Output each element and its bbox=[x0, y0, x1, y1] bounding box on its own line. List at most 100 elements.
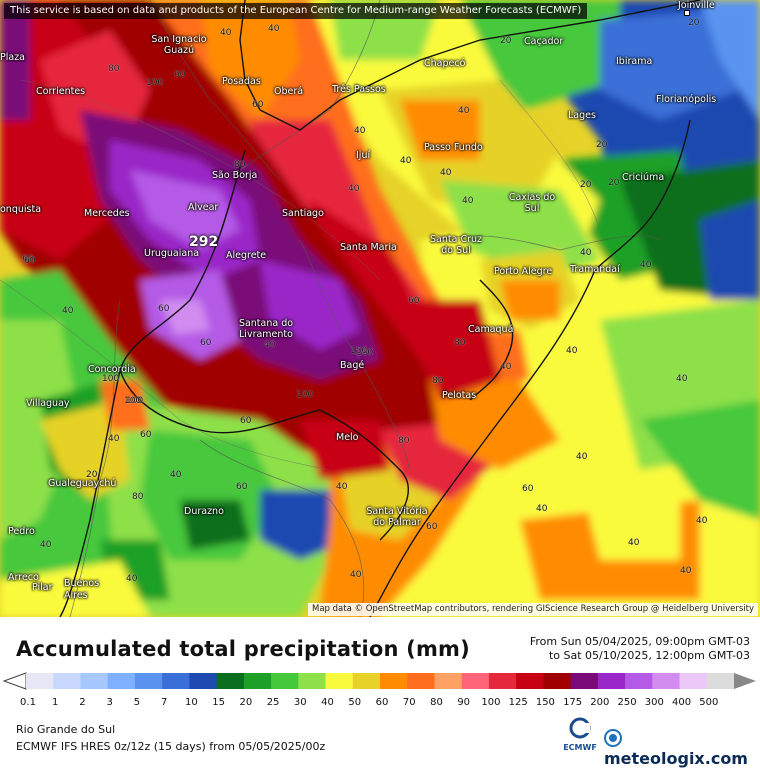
isoline-label: 100 bbox=[102, 374, 120, 384]
city-label[interactable]: Passo Fundo bbox=[424, 142, 483, 153]
city-label[interactable]: Concordia bbox=[88, 364, 136, 375]
city-label[interactable]: São Borja bbox=[212, 170, 258, 181]
isoline-label: 80 bbox=[398, 436, 410, 446]
city-label[interactable]: Porto Alegre bbox=[494, 266, 553, 277]
isoline-label: 80 bbox=[234, 160, 246, 170]
scale-swatch bbox=[706, 673, 735, 689]
city-label[interactable]: Villaguay bbox=[26, 398, 70, 409]
city-label[interactable]: Caçador bbox=[524, 36, 564, 47]
scale-swatch bbox=[380, 673, 408, 689]
city-label[interactable]: Chapecó bbox=[424, 58, 466, 69]
city-label[interactable]: San Ignacio Guazú bbox=[151, 34, 207, 56]
scale-tick-label: 150 bbox=[535, 697, 555, 708]
scale-swatch bbox=[625, 673, 653, 689]
scale-swatch bbox=[543, 673, 572, 689]
brand-name: meteologix.com bbox=[604, 749, 748, 768]
isoline-label: 100 bbox=[146, 78, 164, 88]
city-label[interactable]: Joinville bbox=[678, 0, 715, 11]
scale-tick-label: 400 bbox=[671, 697, 692, 708]
scale-tick-label: 100 bbox=[481, 697, 501, 708]
city-label[interactable]: Plaza bbox=[0, 52, 25, 63]
isoline-label: 40 bbox=[264, 340, 276, 350]
isoline-label: 20 bbox=[500, 36, 512, 46]
ecmwf-logo-mark bbox=[569, 717, 591, 739]
isoline-label: 40 bbox=[170, 470, 182, 480]
city-label[interactable]: Três Passos bbox=[332, 84, 386, 95]
city-label[interactable]: Santa Vitória do Palmar bbox=[366, 506, 428, 528]
city-label[interactable]: Lages bbox=[568, 110, 596, 121]
city-label[interactable]: Buenos Aires bbox=[64, 578, 100, 601]
city-label[interactable]: Posadas bbox=[222, 76, 261, 87]
city-label[interactable]: Melo bbox=[336, 432, 359, 443]
city-marker bbox=[684, 10, 690, 16]
isoline-label: 80 bbox=[454, 338, 466, 348]
city-label[interactable]: Gualeguaychú bbox=[48, 478, 117, 489]
scale-swatch bbox=[107, 673, 136, 689]
scale-tick-label: 90 bbox=[457, 697, 471, 708]
isoline-label: 40 bbox=[676, 374, 688, 384]
city-label[interactable]: Durazno bbox=[184, 506, 224, 517]
city-label[interactable]: Alegrete bbox=[226, 250, 267, 261]
city-label[interactable]: onquista bbox=[0, 204, 42, 215]
isoline-label: 40 bbox=[696, 516, 708, 526]
isoline-label: 80 bbox=[432, 376, 444, 386]
scale-tick-label: 250 bbox=[617, 697, 637, 708]
scale-swatch bbox=[570, 673, 599, 689]
isoline-label: 60 bbox=[22, 254, 34, 264]
city-label[interactable]: Uruguaiana bbox=[144, 248, 200, 259]
scale-tick-label: 1 bbox=[52, 697, 59, 708]
city-label[interactable]: Alvear bbox=[188, 202, 219, 213]
isoline-label: 40 bbox=[62, 306, 74, 316]
city-label[interactable]: Camaquã bbox=[468, 324, 514, 335]
scale-swatch bbox=[434, 673, 463, 689]
scale-tick-label: 15 bbox=[212, 697, 225, 708]
precipitation-map[interactable]: This service is based on data and produc… bbox=[0, 0, 760, 617]
city-label[interactable]: Santiago bbox=[282, 208, 324, 219]
city-label[interactable]: Ibirama bbox=[616, 56, 653, 67]
city-label[interactable]: Bagé bbox=[340, 360, 365, 371]
city-label[interactable]: Ijuí bbox=[356, 150, 371, 161]
isoline-label: 60 bbox=[200, 338, 212, 348]
isoline-label: 40 bbox=[268, 24, 280, 34]
scale-tick-label: 300 bbox=[644, 697, 664, 708]
city-label[interactable]: Pelotas bbox=[442, 390, 477, 401]
city-label[interactable]: Corrientes bbox=[36, 86, 86, 97]
isoline-label: 40 bbox=[566, 346, 578, 356]
scale-swatch bbox=[516, 673, 544, 689]
scale-tick-label: 125 bbox=[508, 697, 528, 708]
scale-swatch bbox=[162, 673, 190, 689]
scale-tick-label: 60 bbox=[375, 697, 389, 708]
isoline-label: 40 bbox=[500, 362, 512, 372]
isoline-label: 80 bbox=[132, 492, 144, 502]
scale-tick-label: 70 bbox=[402, 697, 416, 708]
scale-swatch bbox=[407, 673, 435, 689]
scale-tick-label: 5 bbox=[133, 697, 141, 708]
scale-tick-label: 2 bbox=[79, 697, 86, 708]
scale-tick-label: 80 bbox=[430, 697, 443, 708]
city-label[interactable]: Florianópolis bbox=[656, 94, 717, 105]
isoline-label: 60 bbox=[252, 100, 264, 110]
meteologix-logo-icon[interactable]: meteologix.com bbox=[604, 729, 760, 768]
isoline-label: 40 bbox=[458, 106, 470, 116]
isoline-label: 40 bbox=[680, 566, 692, 576]
scale-swatch bbox=[134, 673, 163, 689]
city-label[interactable]: Arreco bbox=[8, 572, 39, 583]
scale-swatch bbox=[26, 673, 54, 689]
city-label[interactable]: Mercedes bbox=[84, 208, 130, 219]
city-label[interactable]: Santa Cruz do Sul bbox=[430, 234, 482, 256]
city-label[interactable]: Santa Maria bbox=[340, 242, 397, 253]
ecmwf-logo-icon[interactable]: ECMWF bbox=[560, 717, 600, 757]
city-label[interactable]: Criciúma bbox=[622, 172, 665, 183]
legend-title: Accumulated total precipitation (mm) bbox=[16, 637, 470, 661]
city-label[interactable]: Pedro bbox=[8, 526, 35, 537]
isoline-label: 80 bbox=[108, 64, 120, 74]
city-label[interactable]: Tramandaí bbox=[570, 264, 620, 275]
scale-swatch bbox=[189, 673, 218, 689]
map-attribution[interactable]: Map data © OpenStreetMap contributors, r… bbox=[308, 603, 758, 616]
ecmwf-data-notice: This service is based on data and produc… bbox=[4, 3, 588, 19]
city-label[interactable]: Caxias do Sul bbox=[508, 192, 556, 214]
city-label[interactable]: Oberá bbox=[274, 86, 304, 97]
city-label[interactable]: Pilar bbox=[32, 582, 53, 593]
period-to: to Sat 05/10/2025, 12:00pm GMT-03 bbox=[548, 649, 750, 662]
city-label[interactable]: Santana do Livramento bbox=[238, 318, 294, 340]
